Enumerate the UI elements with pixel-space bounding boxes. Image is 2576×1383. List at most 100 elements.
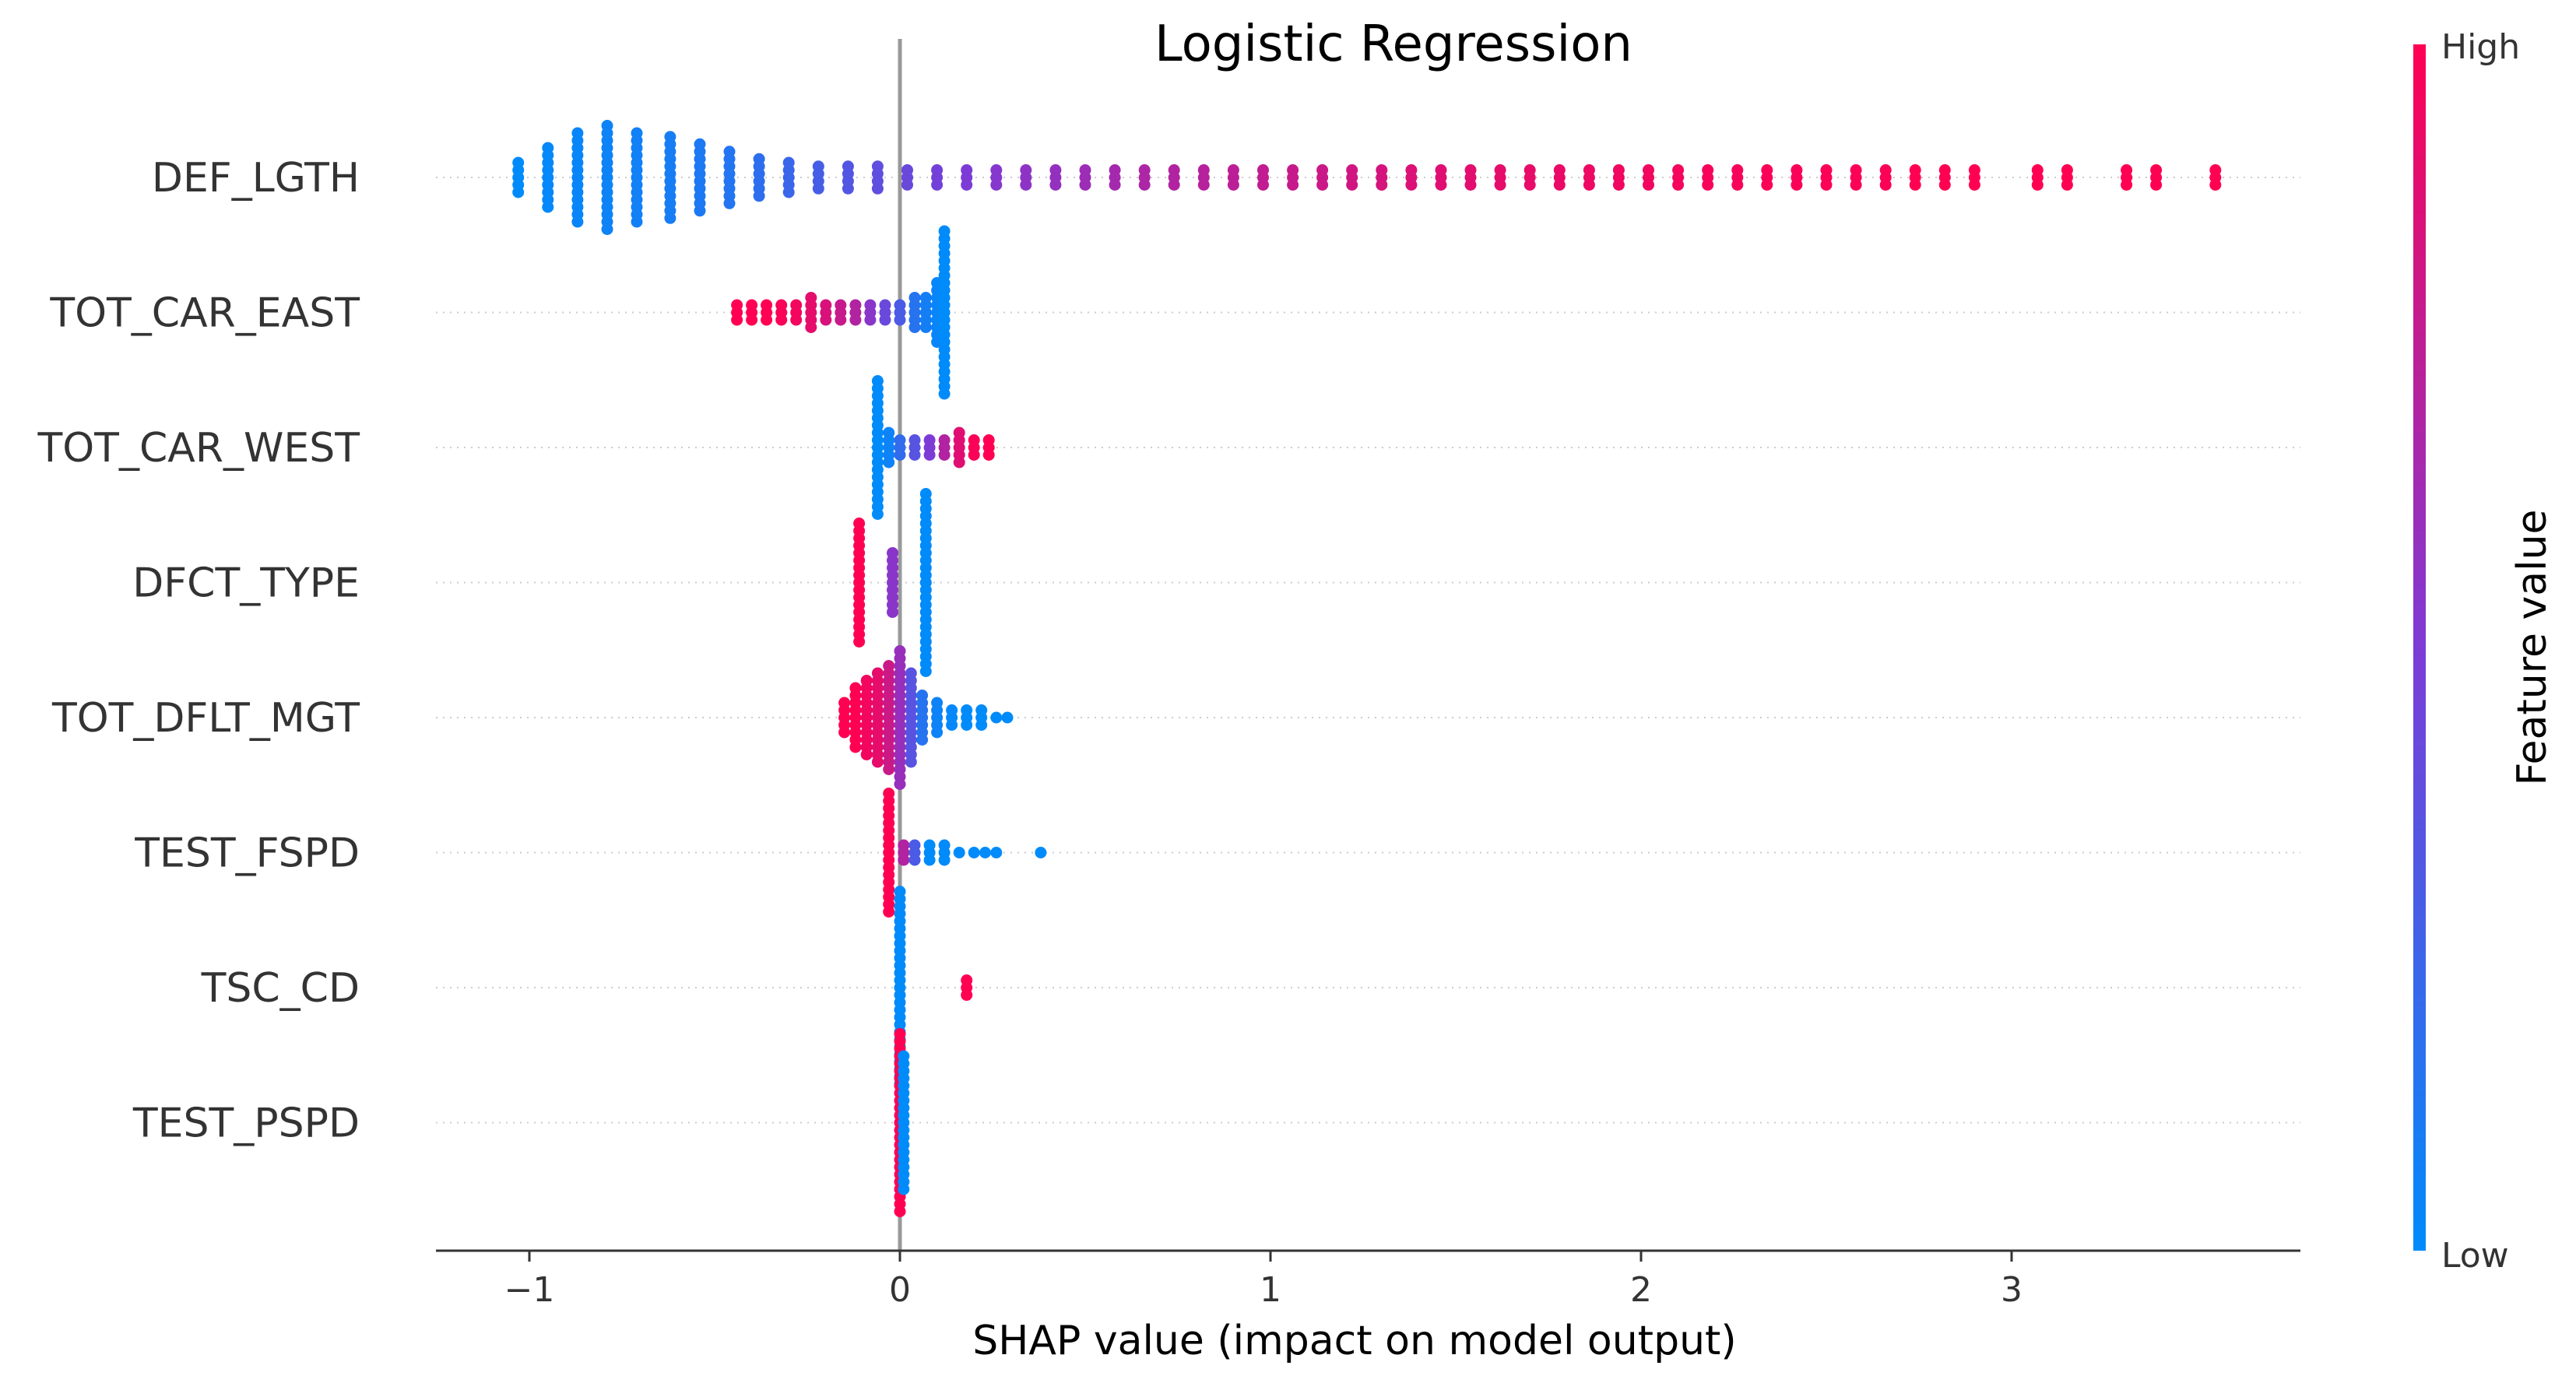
shap-point (601, 223, 613, 235)
shap-point (1049, 179, 1062, 191)
feature-points-def-lgth (512, 120, 2222, 235)
shap-point (1968, 179, 1980, 191)
shap-point (1346, 179, 1358, 191)
shap-point (2209, 179, 2222, 191)
shap-point (938, 388, 951, 400)
shap-point (2061, 179, 2073, 191)
shap-point (938, 449, 951, 461)
shap-point (961, 989, 973, 1001)
shap-point (1138, 179, 1151, 191)
feature-label-dfct-type: DFCT_TYPE (132, 560, 360, 607)
feature-label-test-pspd: TEST_PSPD (132, 1100, 360, 1147)
shap-point (919, 665, 932, 677)
shap-point (916, 734, 929, 746)
shap-point (838, 726, 851, 739)
shap-point (894, 1206, 906, 1217)
shap-point (894, 449, 906, 461)
shap-point (571, 216, 584, 228)
shap-point (1761, 179, 1773, 191)
shap-point (1464, 179, 1477, 191)
shap-point (1168, 179, 1180, 191)
shap-point (953, 456, 965, 469)
shap-point (853, 636, 866, 648)
x-tick-label: 2 (1630, 1270, 1652, 1310)
shap-point (1316, 179, 1329, 191)
feature-label-tsc-cd: TSC_CD (201, 965, 360, 1012)
shap-point (860, 749, 873, 760)
shap-point (975, 719, 988, 731)
shap-point (1494, 179, 1506, 191)
shap-point (887, 606, 898, 618)
colorbar (2413, 44, 2426, 1251)
feature-points-dfct-type (853, 488, 932, 677)
shap-point (1227, 179, 1239, 191)
shap-point (1197, 179, 1210, 191)
feature-grid-lines (436, 177, 2300, 1124)
shap-point (923, 854, 936, 866)
shap-point (1405, 179, 1418, 191)
shap-point (1938, 179, 1951, 191)
shap-point (894, 314, 906, 326)
shap-point (1731, 179, 1744, 191)
shap-point (1820, 179, 1833, 191)
shap-point (820, 314, 832, 326)
shap-point (1376, 179, 1388, 191)
feature-points-test-fspd (883, 788, 1047, 918)
feature-label-tot-dflt-mgt: TOT_DFLT_MGT (51, 695, 360, 742)
shap-point (961, 179, 973, 191)
shap-point (2150, 179, 2163, 191)
shap-point (871, 182, 884, 195)
shap-point (908, 449, 921, 461)
shap-point (782, 186, 795, 198)
feature-label-def-lgth: DEF_LGTH (152, 155, 360, 202)
shap-point (842, 182, 854, 195)
shap-point (968, 449, 980, 461)
shap-point (1583, 179, 1595, 191)
feature-points-tot-car-east (731, 225, 951, 400)
shap-point (731, 314, 743, 326)
shap-point (931, 179, 944, 191)
shap-point (908, 321, 921, 333)
shap-point (871, 508, 884, 520)
shap-point (1257, 179, 1269, 191)
shap-point (883, 906, 895, 918)
colorbar-high-label: High (2441, 27, 2520, 67)
shap-point (849, 741, 862, 753)
shap-point (883, 763, 895, 775)
shap-point (1643, 179, 1654, 191)
shap-point (512, 186, 525, 198)
shap-point (2031, 179, 2044, 191)
shap-point (631, 216, 643, 228)
shap-point (1001, 711, 1014, 724)
shap-point (1035, 847, 1047, 858)
shap-point (812, 182, 824, 195)
shap-point (883, 456, 895, 469)
shap-point (1109, 179, 1121, 191)
shap-point (990, 711, 1003, 724)
shap-point (1435, 179, 1447, 191)
feature-points-test-pspd (894, 1028, 910, 1217)
shap-point (790, 314, 803, 326)
shap-point (953, 847, 965, 858)
shap-point (879, 314, 891, 326)
shap-point (979, 847, 991, 858)
feature-labels-layer: DEF_LGTH TOT_CAR_EAST TOT_CAR_WEST DFCT_TYP… (37, 155, 360, 1147)
shap-point (1079, 179, 1091, 191)
shap-point (894, 778, 906, 790)
x-tick-label: 3 (2001, 1270, 2022, 1310)
shap-point (1909, 179, 1921, 191)
shap-point (694, 205, 706, 217)
shap-point (664, 212, 677, 224)
feature-points-tot-dflt-mgt (838, 645, 1014, 790)
feature-label-tot-car-east: TOT_CAR_EAST (49, 290, 360, 337)
shap-point (905, 756, 917, 768)
shap-point (1672, 179, 1685, 191)
shap-point (1020, 179, 1032, 191)
shap-point (990, 179, 1003, 191)
colorbar-title: Feature value (2509, 509, 2556, 785)
shap-point (805, 321, 817, 333)
shap-point (871, 756, 884, 768)
shap-point (746, 314, 758, 326)
shap-point (1612, 179, 1625, 191)
